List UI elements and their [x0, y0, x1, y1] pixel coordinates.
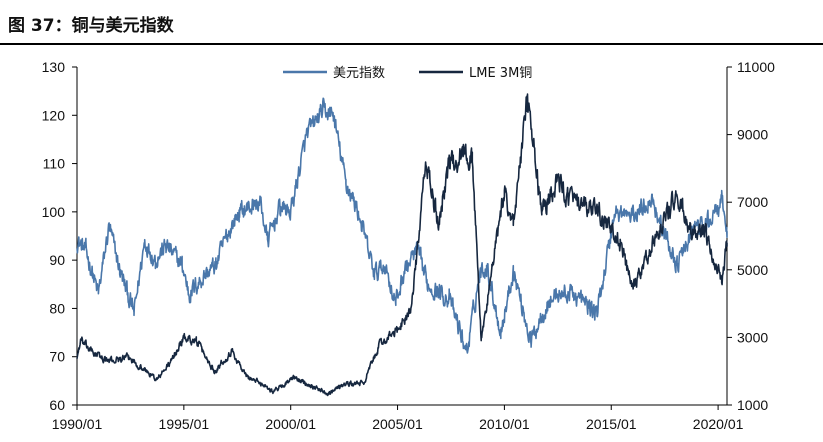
series-line-lme-copper — [76, 93, 728, 397]
y-right-tick-label: 3000 — [737, 329, 768, 345]
y-right-tick-label: 7000 — [737, 194, 768, 210]
title-divider — [0, 43, 823, 45]
y-left-tick-label: 100 — [42, 204, 66, 220]
figure-title: 图 37：铜与美元指数 — [8, 16, 174, 36]
x-tick-label: 1995/01 — [159, 416, 210, 432]
tick-labels: 60 70 80 90 100 110 120 130 1000 3000 5000 7000 9000… — [42, 59, 775, 432]
x-tick-label: 2020/01 — [693, 416, 744, 432]
y-left-tick-label: 60 — [49, 397, 65, 413]
x-tick-label: 2015/01 — [586, 416, 637, 432]
chart-legend: 美元指数 LME 3M铜 — [283, 66, 532, 81]
legend-label: LME 3M铜 — [469, 66, 532, 81]
x-tick-label: 2000/01 — [265, 416, 316, 432]
y-right-tick-label: 1000 — [737, 397, 768, 413]
plot-series — [76, 93, 728, 397]
x-tick-label: 2010/01 — [479, 416, 530, 432]
figure-title-bar: 图 37：铜与美元指数 — [0, 0, 823, 45]
y-left-tick-label: 110 — [43, 156, 66, 172]
y-left-tick-label: 80 — [49, 300, 65, 316]
y-left-tick-label: 70 — [49, 349, 65, 365]
y-left-tick-label: 120 — [42, 107, 66, 123]
y-right-tick-label: 11000 — [737, 59, 775, 75]
chart-area: 60 70 80 90 100 110 120 130 1000 3000 5000 7000 9000… — [42, 59, 775, 432]
legend-label: 美元指数 — [333, 66, 385, 81]
legend-item-lme-copper: LME 3M铜 — [419, 66, 532, 81]
x-tick-label: 1990/01 — [52, 416, 103, 432]
legend-item-usd-index: 美元指数 — [283, 66, 385, 81]
y-right-tick-label: 5000 — [737, 262, 768, 278]
x-tick-label: 2005/01 — [372, 416, 423, 432]
y-left-tick-label: 130 — [42, 59, 66, 75]
y-right-tick-label: 9000 — [737, 127, 768, 143]
series-line-usd-index — [76, 97, 728, 354]
y-left-tick-label: 90 — [49, 252, 65, 268]
